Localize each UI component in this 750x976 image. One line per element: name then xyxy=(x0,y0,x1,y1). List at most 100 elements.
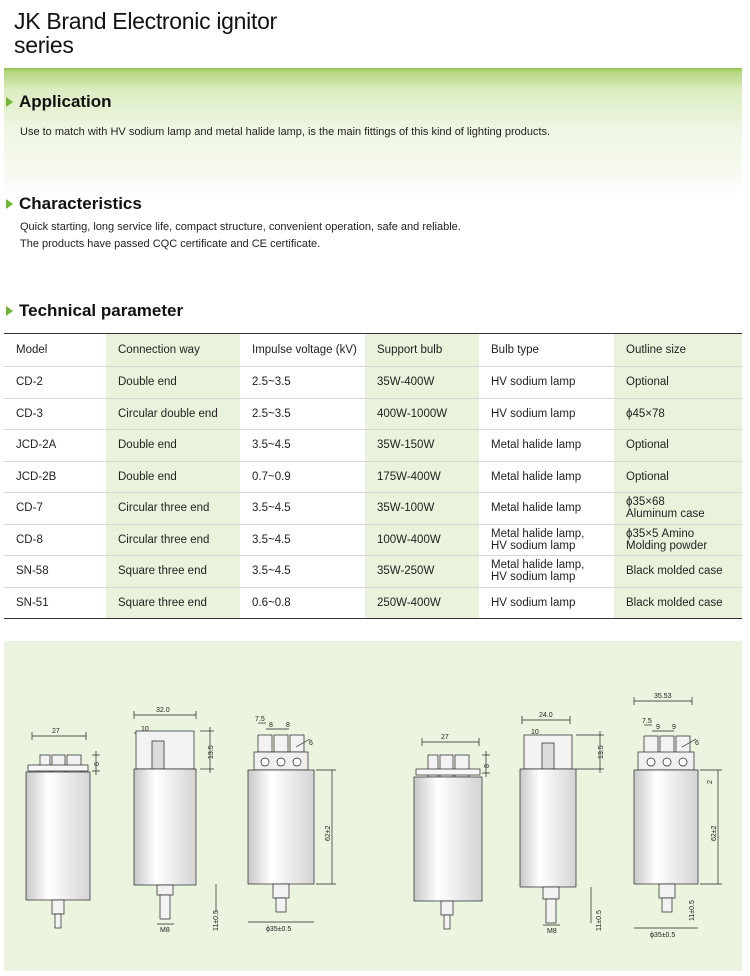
dim-d3-pitch2: 8 xyxy=(269,722,273,729)
triangle-bullet-icon xyxy=(6,306,13,316)
dim-d5-width: 24.0 xyxy=(539,712,553,719)
dim-d3-pitch1: 7.5 xyxy=(255,716,265,723)
drawing-5 xyxy=(519,716,604,926)
cell-model: JCD-2B xyxy=(16,470,57,483)
drawing-1 xyxy=(25,732,100,929)
table-row: JCD-2A Double end 3.5~4.5 35W-150W Metal hal… xyxy=(4,429,742,461)
application-heading: Application xyxy=(6,92,112,112)
cell-outline: Black molded case xyxy=(614,587,742,619)
cell-bulb-type: Metal halide lamp xyxy=(491,439,582,452)
cell-bulb: 35W-400W xyxy=(365,366,479,398)
cell-connection: Circular three end xyxy=(106,524,240,556)
header-cell-model: Model xyxy=(16,344,48,356)
cell-bulb: 35W-250W xyxy=(365,555,479,587)
cell-impulse: 0.6~0.8 xyxy=(252,596,291,609)
technical-parameter-table: Model Connection way Impulse voltage (kV… xyxy=(4,333,742,619)
cell-model: CD-7 xyxy=(16,502,43,515)
cell-bulb: 100W-400W xyxy=(365,524,479,556)
dim-d4-term: 8 xyxy=(484,764,491,768)
cell-impulse: 3.5~4.5 xyxy=(252,565,291,578)
cell-impulse: 2.5~3.5 xyxy=(252,376,291,389)
drawing-6 xyxy=(633,697,722,929)
dimension-drawings-panel: 27 6 32.0 10 13.5 M8 7.5 8 8 6 62±2 11±0… xyxy=(4,641,742,971)
cell-model: SN-51 xyxy=(16,596,49,609)
drawing-4 xyxy=(413,738,490,930)
characteristics-heading: Characteristics xyxy=(6,194,142,214)
cell-impulse: 0.7~0.9 xyxy=(252,470,291,483)
dim-d1-term: 6 xyxy=(94,762,101,766)
table-row: CD-3 Circular double end 2.5~3.5 400W-1000W… xyxy=(4,398,742,430)
cell-connection: Square three end xyxy=(106,587,240,619)
dim-d6-width: 35.53 xyxy=(654,693,672,700)
cell-bulb-type: HV sodium lamp xyxy=(491,376,576,389)
dim-d6-hole: 6 xyxy=(695,740,699,747)
cell-bulb: 175W-400W xyxy=(365,461,479,493)
page-title: JK Brand Electronic ignitor series xyxy=(14,10,277,58)
cell-model: CD-8 xyxy=(16,533,43,546)
dim-d5-base: 11±0.5 xyxy=(596,910,603,931)
cell-model: JCD-2A xyxy=(16,439,57,452)
cell-bulb-type: HV sodium lamp xyxy=(491,407,576,420)
cell-outline: Black molded case xyxy=(614,555,742,587)
dim-d6-top: 2 xyxy=(707,780,714,784)
application-text: Use to match with HV sodium lamp and met… xyxy=(20,126,551,138)
dim-d6-height: 62±2 xyxy=(711,825,718,841)
cell-outline: ϕ45×78 xyxy=(614,398,742,430)
cell-bulb-type: Metal halide lamp, HV sodium lamp xyxy=(491,559,585,584)
cell-impulse: 3.5~4.5 xyxy=(252,502,291,515)
header-cell-bulb: Support bulb xyxy=(365,333,479,367)
cell-outline: Optional xyxy=(614,429,742,461)
dim-d3-height: 62±2 xyxy=(325,825,332,841)
dim-d5-inner: 10 xyxy=(531,729,539,736)
cell-outline: Optional xyxy=(614,461,742,493)
cell-bulb: 250W-400W xyxy=(365,587,479,619)
table-header-row: Model Connection way Impulse voltage (kV… xyxy=(4,333,742,367)
page-title-line-1: JK Brand Electronic ignitor xyxy=(14,8,277,34)
cell-bulb-type: Metal halide lamp, HV sodium lamp xyxy=(491,527,585,552)
triangle-bullet-icon xyxy=(6,97,13,107)
dim-d3-dia: ϕ35±0.5 xyxy=(266,926,291,933)
application-heading-label: Application xyxy=(19,92,112,111)
cell-model: CD-3 xyxy=(16,407,43,420)
cell-outline: ϕ35×5 Amino Molding powder xyxy=(614,524,742,556)
table-row: SN-51 Square three end 0.6~0.8 250W-400W HV … xyxy=(4,587,742,619)
dim-d5-thread: M8 xyxy=(547,928,557,935)
cell-bulb: 400W-1000W xyxy=(365,398,479,430)
table-row: CD-2 Double end 2.5~3.5 35W-400W HV sodium l… xyxy=(4,366,742,398)
header-cell-impulse: Impulse voltage (kV) xyxy=(252,344,357,356)
header-cell-outline: Outline size xyxy=(614,333,742,367)
dim-d2-thread: M8 xyxy=(160,927,170,934)
cell-connection: Double end xyxy=(106,366,240,398)
cell-bulb: 35W-150W xyxy=(365,429,479,461)
dim-d3-hole: 6 xyxy=(309,740,313,747)
drawing-3 xyxy=(215,722,336,923)
table-row: SN-58 Square three end 3.5~4.5 35W-250W Meta… xyxy=(4,555,742,587)
characteristics-line-2: The products have passed CQC certificate… xyxy=(20,238,321,250)
dim-d3-pitch3: 8 xyxy=(286,722,290,729)
cell-impulse: 2.5~3.5 xyxy=(252,407,291,420)
technical-heading: Technical parameter xyxy=(6,301,183,321)
cell-impulse: 3.5~4.5 xyxy=(252,533,291,546)
dim-d2-width: 32.0 xyxy=(156,707,170,714)
table-row: CD-7 Circular three end 3.5~4.5 35W-100W Met… xyxy=(4,492,742,524)
dim-d6-base: 11±0.5 xyxy=(689,900,696,921)
cell-model: SN-58 xyxy=(16,565,49,578)
cell-connection: Circular three end xyxy=(106,492,240,524)
cell-bulb-type: Metal halide lamp xyxy=(491,470,582,483)
cell-connection: Double end xyxy=(106,461,240,493)
drawing-2 xyxy=(133,711,214,925)
cell-outline: Optional xyxy=(614,366,742,398)
dim-d6-dia: ϕ35±0.5 xyxy=(650,932,675,939)
header-cell-connection: Connection way xyxy=(106,333,240,367)
cell-connection: Square three end xyxy=(106,555,240,587)
dim-d3-base: 11±0.5 xyxy=(213,910,220,931)
green-header-band xyxy=(4,68,742,196)
page-title-line-2: series xyxy=(14,32,74,58)
cell-bulb: 35W-100W xyxy=(365,492,479,524)
cell-model: CD-2 xyxy=(16,376,43,389)
dim-d6-pitch1: 7.5 xyxy=(642,718,652,725)
header-cell-bulb-type: Bulb type xyxy=(491,344,539,356)
dim-d1-width: 27 xyxy=(52,728,60,735)
dimension-drawings: 27 6 32.0 10 13.5 M8 7.5 8 8 6 62±2 11±0… xyxy=(25,693,722,939)
cell-connection: Double end xyxy=(106,429,240,461)
